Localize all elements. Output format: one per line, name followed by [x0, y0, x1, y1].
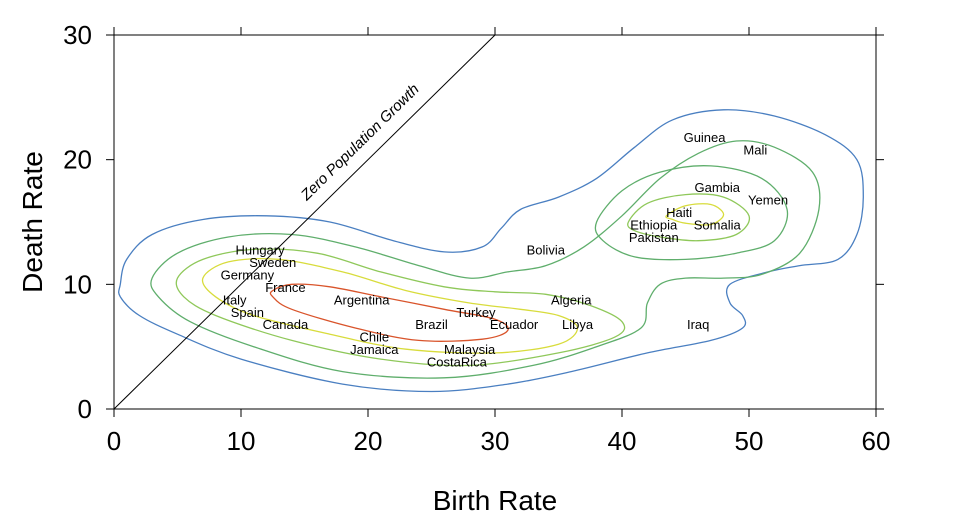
- country-label-pakistan: Pakistan: [629, 230, 679, 245]
- y-tick-label: 0: [78, 394, 92, 424]
- density-contour-5: [269, 283, 509, 342]
- x-tick-label: 20: [354, 426, 383, 456]
- x-tick-label: 10: [227, 426, 256, 456]
- country-label-libya: Libya: [562, 317, 594, 332]
- country-label-ethiopia: Ethiopia: [630, 217, 678, 232]
- zero-population-growth-line: [113, 34, 496, 410]
- country-label-turkey: Turkey: [456, 305, 496, 320]
- country-label-mali: Mali: [743, 143, 767, 158]
- country-label-argentina: Argentina: [334, 292, 390, 307]
- country-label-chile: Chile: [360, 330, 390, 345]
- x-tick-label: 60: [862, 426, 891, 456]
- country-label-guinea: Guinea: [684, 130, 727, 145]
- country-label-hungary: Hungary: [235, 242, 285, 257]
- country-label-bolivia: Bolivia: [527, 242, 566, 257]
- country-label-iraq: Iraq: [687, 317, 709, 332]
- country-label-somalia: Somalia: [694, 217, 742, 232]
- x-axis-title: Birth Rate: [433, 485, 558, 516]
- density-contour-7: [627, 193, 751, 242]
- country-label-jamaica: Jamaica: [350, 342, 399, 357]
- y-tick-label: 30: [63, 20, 92, 50]
- density-contour-3: [175, 248, 626, 367]
- country-label-brazil: Brazil: [415, 317, 448, 332]
- country-label-malaysia: Malaysia: [444, 342, 496, 357]
- y-tick-label: 20: [63, 145, 92, 175]
- country-label-italy: Italy: [223, 292, 247, 307]
- axis-ticks: 0 10 20 30 40 50 60 0 10 20 30: [63, 20, 890, 456]
- x-tick-label: 50: [735, 426, 764, 456]
- country-label-spain: Spain: [231, 305, 264, 320]
- x-tick-label: 0: [107, 426, 121, 456]
- country-label-ecuador: Ecuador: [490, 317, 539, 332]
- density-contours: [118, 109, 864, 393]
- zero-population-growth-label: Zero Population Growth: [297, 81, 423, 205]
- country-label-canada: Canada: [263, 317, 309, 332]
- country-label-gambia: Gambia: [694, 180, 740, 195]
- density-contour-4: [201, 257, 579, 354]
- y-tick-label: 10: [63, 269, 92, 299]
- x-tick-label: 30: [481, 426, 510, 456]
- x-tick-label: 40: [608, 426, 637, 456]
- density-contour-1: [118, 109, 864, 393]
- country-label-haiti: Haiti: [666, 205, 692, 220]
- country-label-sweden: Sweden: [249, 255, 296, 270]
- density-contour-8: [665, 203, 725, 226]
- country-label-algeria: Algeria: [551, 292, 592, 307]
- country-label-france: France: [265, 280, 305, 295]
- country-label-costarica: CostaRica: [427, 355, 488, 370]
- density-contour-2: [150, 140, 821, 379]
- y-axis-title: Death Rate: [17, 151, 48, 293]
- density-contour-6: [594, 165, 789, 261]
- country-label-germany: Germany: [221, 267, 275, 282]
- country-label-yemen: Yemen: [748, 193, 788, 208]
